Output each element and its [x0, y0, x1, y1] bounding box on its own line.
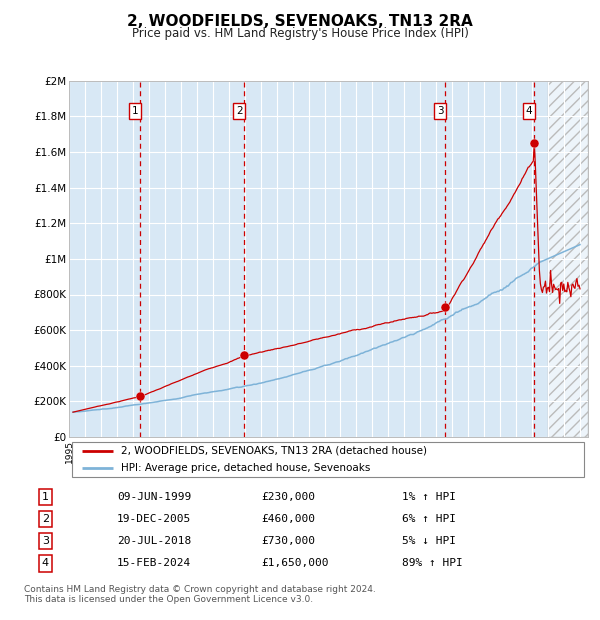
Text: £730,000: £730,000	[261, 536, 315, 546]
Text: £1,650,000: £1,650,000	[261, 559, 328, 569]
Text: 15-FEB-2024: 15-FEB-2024	[117, 559, 191, 569]
Text: 5% ↓ HPI: 5% ↓ HPI	[402, 536, 456, 546]
Text: 4: 4	[526, 106, 533, 116]
Text: Price paid vs. HM Land Registry's House Price Index (HPI): Price paid vs. HM Land Registry's House …	[131, 27, 469, 40]
Text: HPI: Average price, detached house, Sevenoaks: HPI: Average price, detached house, Seve…	[121, 463, 370, 473]
Text: 6% ↑ HPI: 6% ↑ HPI	[402, 514, 456, 525]
Text: 1: 1	[42, 492, 49, 502]
Text: 1: 1	[132, 106, 139, 116]
Text: 2, WOODFIELDS, SEVENOAKS, TN13 2RA: 2, WOODFIELDS, SEVENOAKS, TN13 2RA	[127, 14, 473, 29]
Text: 1% ↑ HPI: 1% ↑ HPI	[402, 492, 456, 502]
Text: £460,000: £460,000	[261, 514, 315, 525]
Text: 2, WOODFIELDS, SEVENOAKS, TN13 2RA (detached house): 2, WOODFIELDS, SEVENOAKS, TN13 2RA (deta…	[121, 446, 427, 456]
Text: 3: 3	[42, 536, 49, 546]
Text: 89% ↑ HPI: 89% ↑ HPI	[402, 559, 463, 569]
Text: 3: 3	[437, 106, 443, 116]
FancyBboxPatch shape	[71, 441, 584, 477]
Text: 4: 4	[42, 559, 49, 569]
Text: 19-DEC-2005: 19-DEC-2005	[117, 514, 191, 525]
Text: 2: 2	[42, 514, 49, 525]
Text: £230,000: £230,000	[261, 492, 315, 502]
Text: 09-JUN-1999: 09-JUN-1999	[117, 492, 191, 502]
Text: 20-JUL-2018: 20-JUL-2018	[117, 536, 191, 546]
Text: 2: 2	[236, 106, 242, 116]
Text: Contains HM Land Registry data © Crown copyright and database right 2024.
This d: Contains HM Land Registry data © Crown c…	[24, 585, 376, 604]
